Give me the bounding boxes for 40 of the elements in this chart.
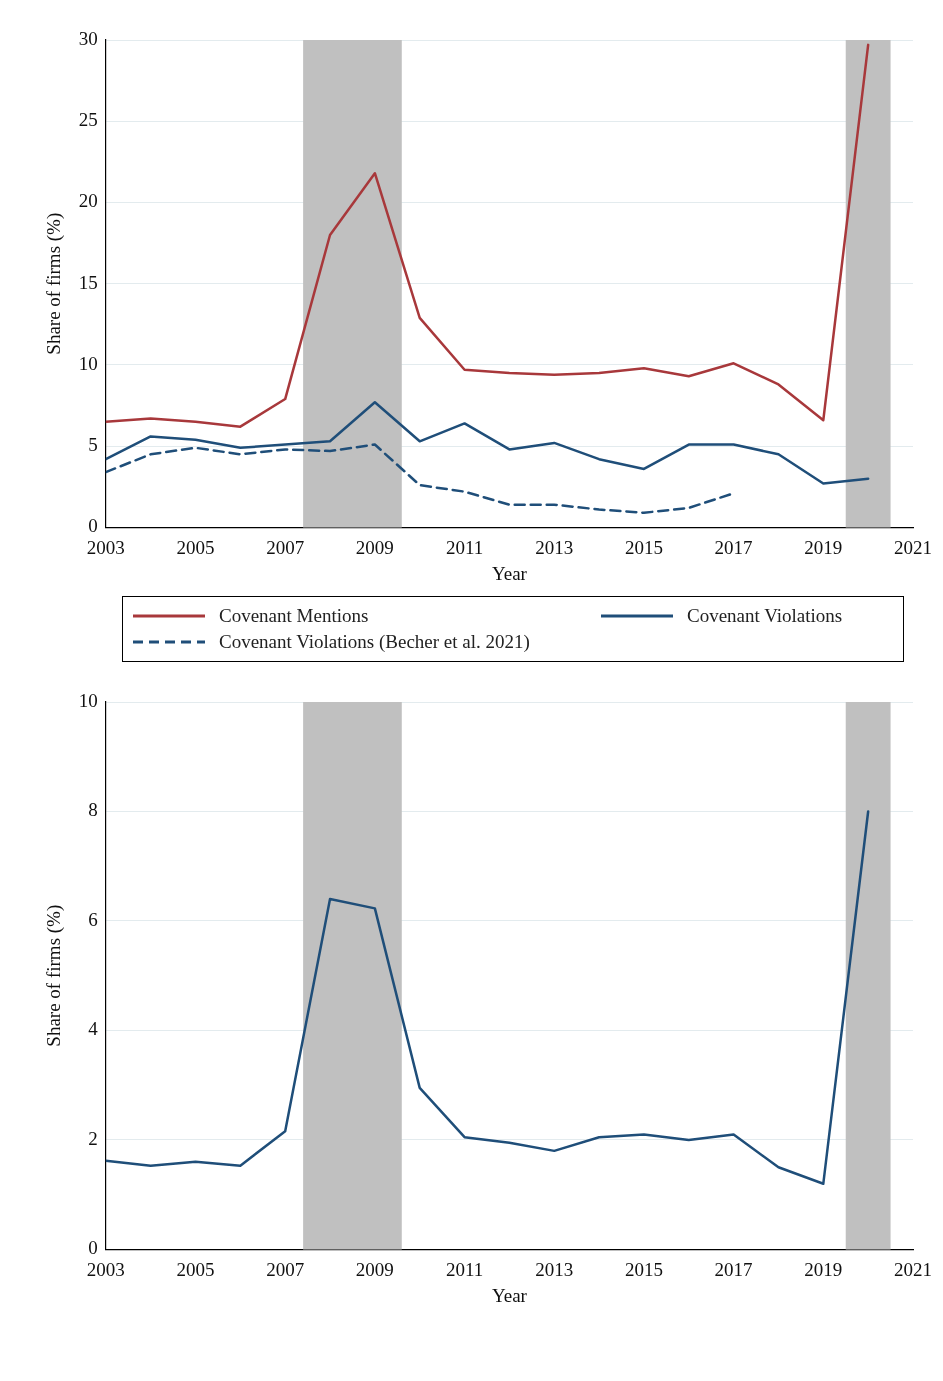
x-tick-label: 2009 <box>355 1258 394 1280</box>
y-tick-label: 10 <box>78 689 98 711</box>
y-tick-label: 8 <box>88 799 98 821</box>
y-tick-label: 6 <box>88 908 98 930</box>
y-tick-label: 10 <box>78 352 98 374</box>
y-tick-label: 5 <box>88 434 98 456</box>
y-tick-label: 4 <box>88 1018 99 1040</box>
x-tick-label: 2007 <box>266 1258 305 1280</box>
y-tick-label: 20 <box>78 190 98 212</box>
x-tick-label: 2021 <box>894 536 932 558</box>
y-axis-title: Share of firms (%) <box>43 904 66 1047</box>
x-axis-title: Year <box>491 1284 528 1306</box>
legend-label: Covenant Violations (Becher et al. 2021) <box>219 631 530 653</box>
x-tick-label: 2009 <box>355 536 394 558</box>
x-tick-label: 2017 <box>714 1258 753 1280</box>
x-tick-label: 2003 <box>86 1258 125 1280</box>
legend-label: Covenant Mentions <box>219 605 369 627</box>
y-axis-title: Share of firms (%) <box>43 212 66 355</box>
x-tick-label: 2013 <box>535 1258 574 1280</box>
x-tick-label: 2019 <box>804 536 843 558</box>
y-tick-label: 0 <box>88 1237 98 1259</box>
y-tick-label: 2 <box>88 1127 98 1149</box>
x-tick-label: 2013 <box>535 536 574 558</box>
x-tick-label: 2005 <box>176 1258 215 1280</box>
x-tick-label: 2005 <box>176 536 215 558</box>
x-tick-label: 2007 <box>266 536 305 558</box>
y-tick-label: 15 <box>78 271 98 293</box>
x-tick-label: 2019 <box>804 1258 843 1280</box>
y-tick-label: 25 <box>78 109 98 131</box>
x-axis-title: Year <box>491 562 528 584</box>
legend-label: Covenant Violations <box>687 605 843 627</box>
y-tick-label: 0 <box>88 515 98 537</box>
x-tick-label: 2011 <box>445 536 484 558</box>
x-tick-label: 2003 <box>86 536 125 558</box>
y-tick-label: 30 <box>78 27 98 49</box>
x-tick-label: 2017 <box>714 536 753 558</box>
x-tick-label: 2015 <box>624 1258 663 1280</box>
x-tick-label: 2011 <box>445 1258 484 1280</box>
x-tick-label: 2015 <box>624 536 663 558</box>
x-tick-label: 2021 <box>894 1258 932 1280</box>
